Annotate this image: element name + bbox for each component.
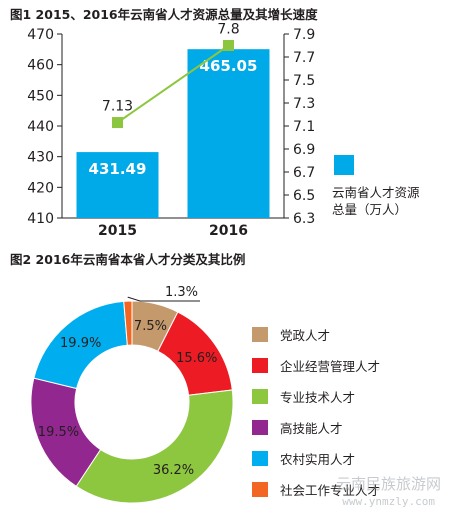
bar-2016 xyxy=(187,49,270,219)
legend-label-line2: 总量（万人） xyxy=(332,202,407,217)
left-tick-label: 440 xyxy=(27,119,54,135)
legend-swatch-6 xyxy=(252,482,268,497)
donut-percent-label: 7.5% xyxy=(134,319,167,334)
legend-swatch-4 xyxy=(252,420,268,435)
legend-label: 高技能人才 xyxy=(280,421,343,436)
right-tick-label: 7.1 xyxy=(293,119,315,135)
chart1-bar-line: 410 420 430 440 450 460 470 6.3 6.5 6.7 6.9 7.1 7.3 7… xyxy=(27,22,420,240)
donut-percent-label: 36.2% xyxy=(153,463,194,478)
legend-swatch-1 xyxy=(252,327,268,342)
donut-leader-line xyxy=(127,296,200,302)
right-tick-label: 6.9 xyxy=(293,142,315,158)
legend-swatch-bar xyxy=(334,155,354,175)
legend-label-line1: 云南省人才资源 xyxy=(332,185,420,200)
left-tick-label: 460 xyxy=(27,58,54,74)
growth-point xyxy=(112,117,123,129)
left-tick-label: 470 xyxy=(27,27,54,43)
growth-line xyxy=(116,44,230,124)
legend-swatch-3 xyxy=(252,389,268,404)
donut-percent-label: 19.9% xyxy=(60,336,101,351)
donut-percent-label: 1.3% xyxy=(165,285,198,300)
growth-value-label: 7.13 xyxy=(102,99,133,115)
left-tick-label: 430 xyxy=(27,150,54,166)
left-tick-label: 420 xyxy=(27,180,54,196)
donut-percent-label: 15.6% xyxy=(176,351,217,366)
left-tick-label: 450 xyxy=(27,88,54,104)
right-tick-label: 6.3 xyxy=(293,211,315,227)
figure2-title: 图2 2016年云南省本省人才分类及其比例 xyxy=(10,252,246,267)
donut-slice-6 xyxy=(123,300,133,346)
watermark-url: www.ynmzly.com xyxy=(342,495,435,508)
bar-value-label: 431.49 xyxy=(89,160,147,178)
bar-2015 xyxy=(76,152,159,218)
x-tick-label: 2016 xyxy=(209,223,248,239)
x-tick-label: 2015 xyxy=(98,223,137,239)
right-tick-label: 6.5 xyxy=(293,188,315,204)
legend-swatch-5 xyxy=(252,451,268,466)
right-tick-label: 7.3 xyxy=(293,96,315,112)
legend-label: 社会工作专业人才 xyxy=(280,483,380,498)
right-tick-label: 7.7 xyxy=(293,50,315,66)
legend-swatch-2 xyxy=(252,358,268,373)
figure1-title: 图1 2015、2016年云南省人才资源总量及其增长速度 xyxy=(10,7,318,22)
growth-value-label: 7.8 xyxy=(217,22,239,38)
legend-label: 党政人才 xyxy=(280,328,330,343)
bar-value-label: 465.05 xyxy=(200,57,258,75)
donut-percent-label: 19.5% xyxy=(38,425,79,440)
donut-slice-3 xyxy=(75,389,234,504)
growth-point xyxy=(223,40,234,51)
watermark-text: 云南民族旅游网 xyxy=(335,475,441,493)
right-tick-label: 6.7 xyxy=(293,165,315,181)
legend-label: 企业经营管理人才 xyxy=(280,359,380,374)
left-tick-label: 410 xyxy=(27,211,54,227)
legend-label: 专业技术人才 xyxy=(280,390,355,405)
right-tick-label: 7.9 xyxy=(293,27,315,43)
legend-label: 农村实用人才 xyxy=(280,452,355,467)
right-tick-label: 7.5 xyxy=(293,73,315,89)
